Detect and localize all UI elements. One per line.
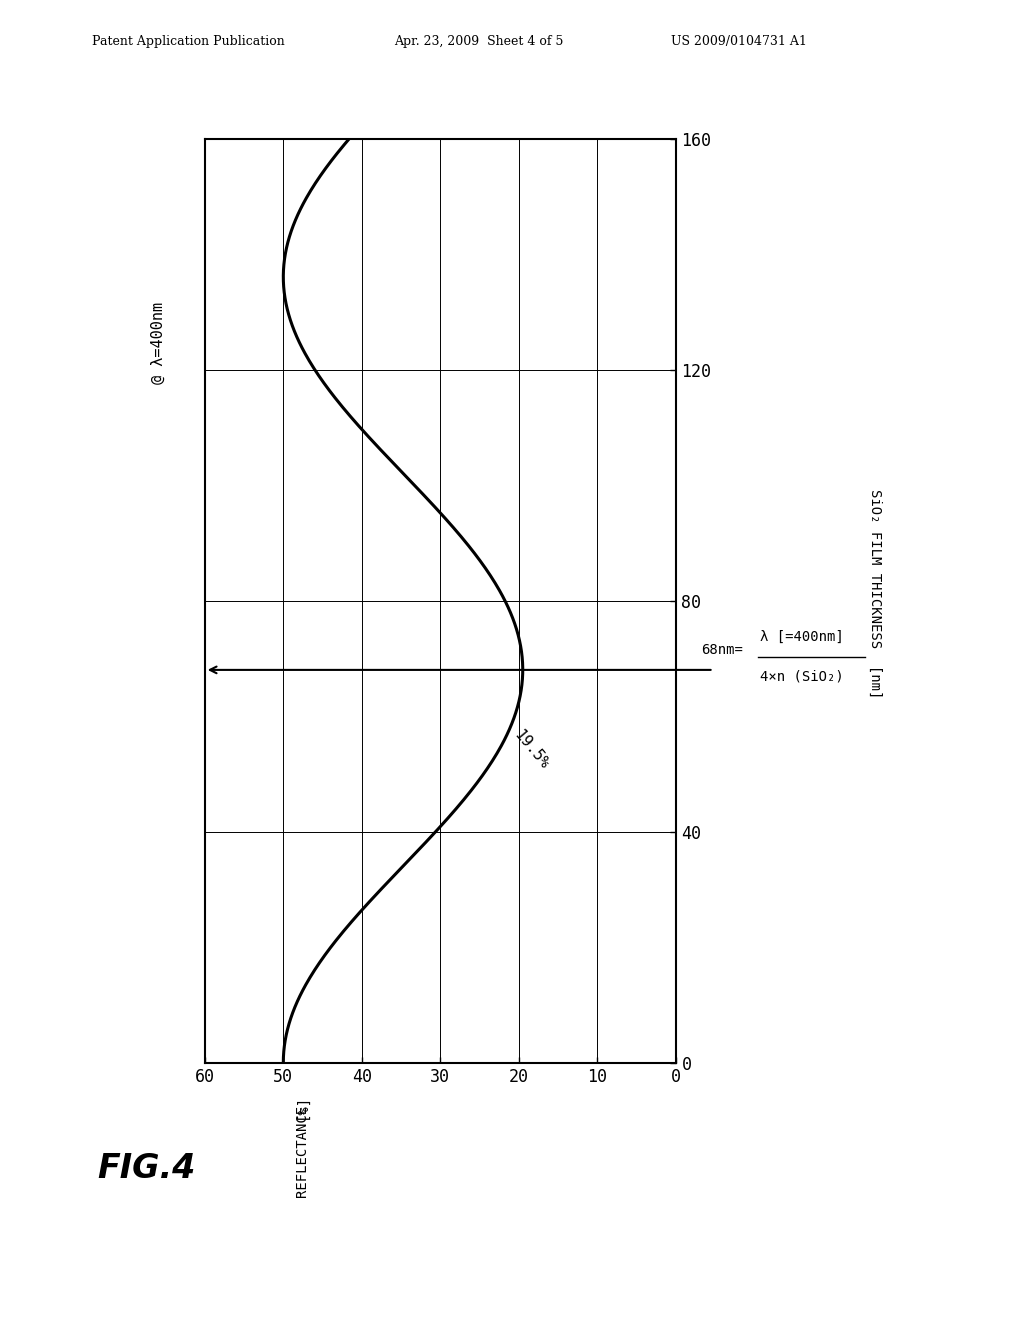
Text: Patent Application Publication: Patent Application Publication xyxy=(92,34,285,48)
Text: 19.5%: 19.5% xyxy=(511,727,552,772)
Text: Apr. 23, 2009  Sheet 4 of 5: Apr. 23, 2009 Sheet 4 of 5 xyxy=(394,34,563,48)
Text: λ [=400nm]: λ [=400nm] xyxy=(760,630,844,644)
Text: 68nm=: 68nm= xyxy=(701,643,743,657)
Text: US 2009/0104731 A1: US 2009/0104731 A1 xyxy=(671,34,807,48)
Text: 4×n (SiO₂): 4×n (SiO₂) xyxy=(760,669,844,684)
Text: [%]: [%] xyxy=(295,1093,309,1119)
Text: SiO₂ FILM THICKNESS  [nm]: SiO₂ FILM THICKNESS [nm] xyxy=(868,490,883,698)
Text: @ λ=400nm: @ λ=400nm xyxy=(152,302,166,384)
Text: REFLECTANCE: REFLECTANCE xyxy=(295,1105,309,1197)
Text: FIG.4: FIG.4 xyxy=(97,1151,196,1185)
